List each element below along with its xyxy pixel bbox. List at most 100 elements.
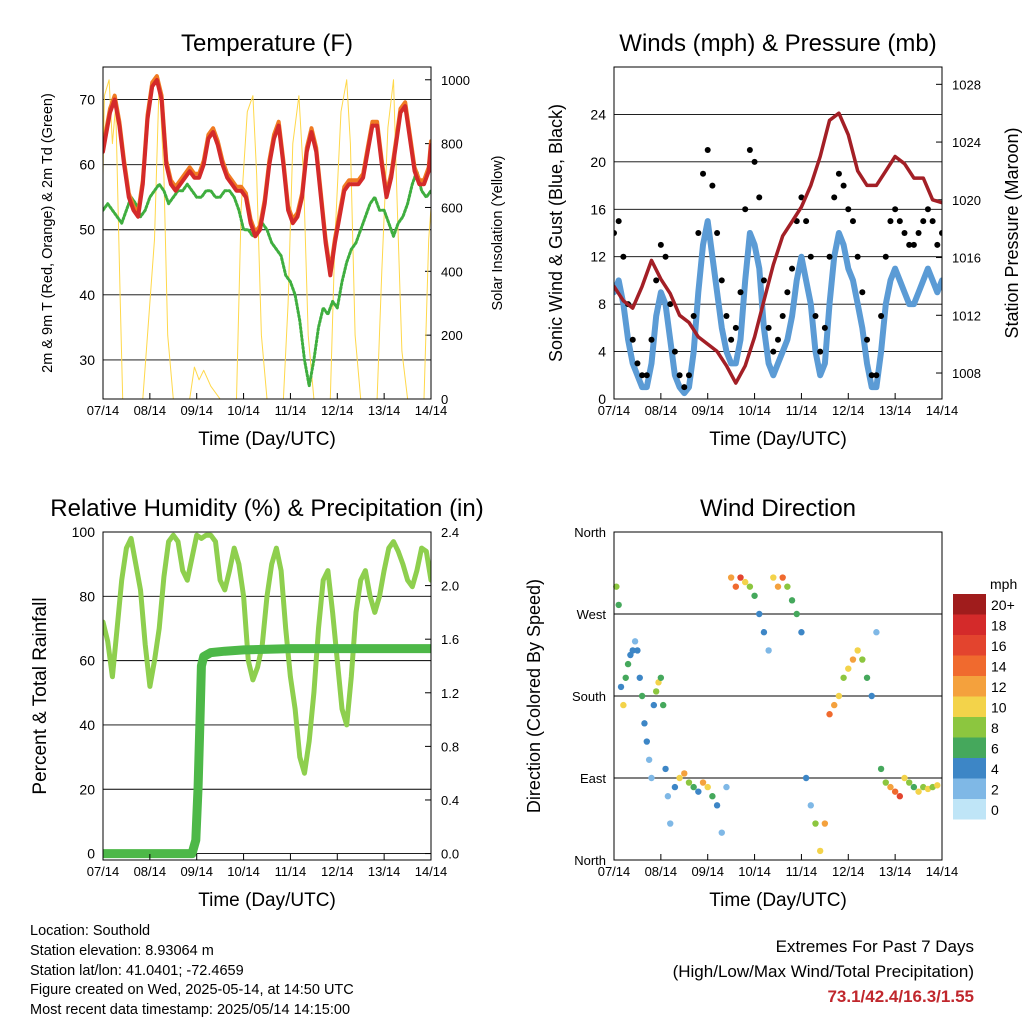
temperature-xlabel: Time (Day/UTC)	[198, 429, 336, 450]
temperature-y2tick-label: 200	[441, 328, 463, 343]
gust-point	[803, 218, 810, 225]
wind-direction-point	[826, 711, 833, 718]
rh-frame	[102, 531, 432, 861]
gust-point	[892, 206, 899, 213]
wind-direction-point	[854, 647, 861, 654]
winds_pressure-xtick-label: 12/14	[832, 403, 865, 418]
gust-point	[859, 289, 866, 296]
winds_pressure-ytick-label: 4	[598, 344, 606, 360]
wind-direction-point	[896, 793, 904, 800]
wind-direction-point	[873, 629, 880, 636]
rh_precip-ytick-label: 40	[79, 717, 95, 733]
gust-point	[835, 170, 842, 177]
rh_precip-title: Relative Humidity (%) & Precipitation (i…	[50, 495, 483, 522]
gust-point	[849, 218, 856, 225]
wind-direction-point	[784, 583, 791, 590]
temperature-xtick-label: 10/14	[227, 403, 260, 418]
wind-direction-point	[671, 783, 679, 791]
wind_direction-xtick-label: 11/14	[786, 864, 818, 879]
temperature-xtick-label: 11/14	[275, 403, 307, 418]
winds_pressure-xtick-label: 13/14	[879, 403, 912, 418]
wind-direction-point	[742, 578, 749, 586]
wind-direction-point	[770, 574, 777, 581]
station-info: Location: Southold Station elevation: 8.…	[30, 922, 354, 1021]
wind-direction-point	[751, 592, 758, 599]
rh_precip-y2tick-label: 0.4	[441, 793, 459, 808]
wind-direction-point	[622, 674, 629, 681]
rh_precip-y2tick-label: 1.6	[441, 632, 459, 647]
station-location: Location: Southold	[30, 923, 151, 939]
wind-direction-point	[638, 692, 646, 700]
wind-direction-point	[652, 688, 660, 695]
gust-point	[676, 372, 683, 379]
wind-direction-point	[788, 597, 796, 604]
winds_pressure-ytick-label: 12	[590, 249, 606, 265]
gust-point	[873, 372, 880, 379]
gust-point	[742, 206, 749, 213]
gust-point	[671, 348, 678, 355]
temperature-plot	[103, 74, 431, 399]
wind-direction-point	[910, 783, 918, 791]
gust-point	[639, 372, 646, 379]
speed-legend-label: 14	[991, 659, 1007, 675]
temperature-xtick-label: 13/14	[368, 403, 401, 418]
winds_pressure-ytick-label: 16	[590, 201, 606, 217]
gust-point	[648, 336, 655, 343]
rh_precip-ytick-label: 60	[79, 653, 95, 669]
gust-point	[807, 253, 814, 260]
gust-point	[817, 348, 824, 355]
gust-point	[901, 230, 908, 236]
gust-point	[614, 230, 617, 236]
winds_pressure-xtick-label: 11/14	[786, 403, 818, 418]
wind-direction-point	[650, 701, 658, 709]
winds_pressure-xtick-label: 07/14	[598, 403, 631, 418]
gust-point	[667, 301, 674, 308]
wind-direction-point	[718, 829, 725, 836]
wind-direction-point	[887, 783, 894, 791]
wind-direction-ylabel: Direction (Colored By Speed)	[524, 579, 544, 813]
gust-point	[864, 336, 871, 343]
speed-legend-swatch	[953, 676, 986, 697]
wind-direction-point	[915, 788, 922, 795]
temperature-ytick-label: 50	[79, 222, 95, 238]
gust-point	[728, 336, 735, 343]
speed-legend-swatch	[953, 594, 986, 615]
gust-point	[924, 206, 931, 213]
pressure-line	[614, 111, 942, 385]
gust-point	[915, 230, 922, 236]
speed-legend-label: 16	[991, 638, 1007, 654]
wind-direction-point	[746, 583, 754, 590]
wind-direction-point	[831, 701, 838, 709]
wind-direction-point	[859, 656, 866, 663]
winds_pressure-y2tick-label: 1028	[952, 77, 981, 92]
station-elevation: Station elevation: 8.93064 m	[30, 942, 214, 959]
rh_precip-xtick-label: 12/14	[321, 864, 354, 879]
wind-direction-point	[760, 629, 768, 636]
speed-legend-label: 20+	[991, 597, 1015, 613]
gust-point	[934, 241, 941, 248]
winds_pressure-y2tick-label: 1016	[952, 251, 981, 266]
wind-direction-point	[793, 610, 800, 618]
gust-point	[685, 372, 692, 379]
wind-direction-point	[756, 610, 763, 618]
temperature-ytick-label: 70	[79, 92, 95, 108]
wind-direction-point	[664, 793, 672, 800]
winds_pressure-y2tick-label: 1024	[952, 135, 981, 150]
wind-direction-ytick-label: North	[574, 525, 606, 540]
wind-direction-point	[849, 656, 857, 663]
wind-direction-point	[615, 601, 622, 609]
gust-point	[709, 182, 716, 189]
wind-direction-point	[634, 647, 641, 654]
rh_precip-ytick-label: 0	[87, 846, 95, 862]
wind-direction-point	[877, 765, 885, 773]
wind-direction-point	[643, 738, 650, 745]
wind-direction-point	[807, 802, 814, 809]
rh_precip-ytick-label: 100	[72, 524, 96, 540]
wind-direction-point	[798, 629, 805, 636]
gust-point	[643, 372, 650, 379]
winds_pressure-y2tick-label: 1008	[952, 366, 981, 381]
temperature-xtick-label: 14/14	[415, 403, 448, 418]
wind-direction-point	[657, 674, 665, 681]
temperature-xtick-label: 12/14	[321, 403, 354, 418]
